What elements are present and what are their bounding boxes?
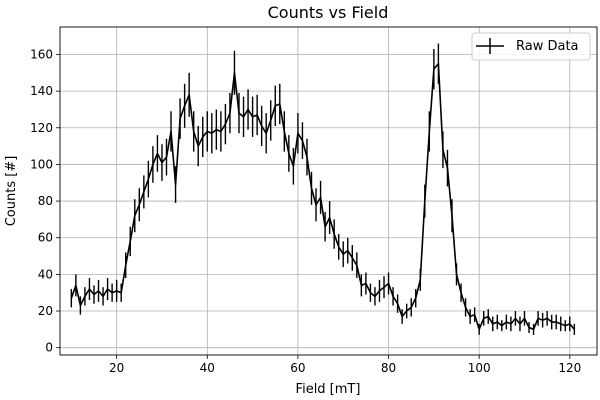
y-tick-label: 120 — [30, 121, 53, 135]
x-tick-label: 60 — [290, 361, 305, 375]
x-tick-label: 120 — [558, 361, 581, 375]
x-tick-label: 80 — [381, 361, 396, 375]
axes: 20 40 60 80 100 120 0 20 40 60 80 100 120 140 160 — [30, 47, 581, 375]
y-tick-label: 40 — [38, 267, 53, 281]
x-axis-label: Field [mT] — [296, 382, 361, 397]
legend-label: Raw Data — [516, 39, 579, 54]
y-tick-label: 0 — [45, 341, 53, 355]
series-line — [70, 62, 575, 331]
chart-title: Counts vs Field — [268, 3, 389, 22]
y-tick-label: 160 — [30, 47, 53, 61]
y-tick-label: 100 — [30, 157, 53, 171]
plot-frame — [59, 26, 598, 356]
y-tick-label: 20 — [38, 304, 53, 318]
grid — [60, 27, 597, 355]
data-layer — [70, 43, 576, 335]
y-axis-label: Counts [#] — [4, 156, 19, 227]
y-tick-label: 60 — [38, 231, 53, 245]
x-tick-label: 40 — [200, 361, 215, 375]
legend-box — [471, 32, 591, 61]
y-tick-label: 140 — [30, 84, 53, 98]
x-tick-label: 100 — [468, 361, 491, 375]
y-tick-label: 80 — [38, 194, 53, 208]
plot-background — [60, 27, 597, 355]
x-tick-label: 20 — [109, 361, 124, 375]
legend: Raw Data — [471, 32, 591, 61]
